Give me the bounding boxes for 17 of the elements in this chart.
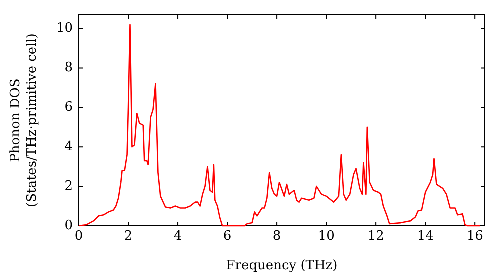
x-tick-label: 2 xyxy=(124,229,133,244)
y-axis-title: Phonon DOS (States/THz·primitive cell) xyxy=(8,33,40,208)
x-tick-label: 8 xyxy=(272,229,282,244)
y-tick-label: 8 xyxy=(64,60,73,76)
x-tick-label: 16 xyxy=(466,229,484,244)
x-axis-title: Frequency (THz) xyxy=(226,258,338,274)
y-tick-label: 10 xyxy=(56,21,73,36)
x-tick-label: 12 xyxy=(368,229,384,244)
y-tick-label: 0 xyxy=(64,218,73,234)
x-tick-label: 6 xyxy=(223,229,232,244)
x-tick-label: 14 xyxy=(417,229,434,244)
x-tick-label: 0 xyxy=(74,229,84,244)
x-tick-label: 4 xyxy=(174,229,182,244)
y-tick-label: 4 xyxy=(64,139,73,154)
y-tick-label: 2 xyxy=(64,178,73,194)
y-tick-label: 6 xyxy=(64,100,73,116)
x-tick-label: 10 xyxy=(318,229,335,244)
